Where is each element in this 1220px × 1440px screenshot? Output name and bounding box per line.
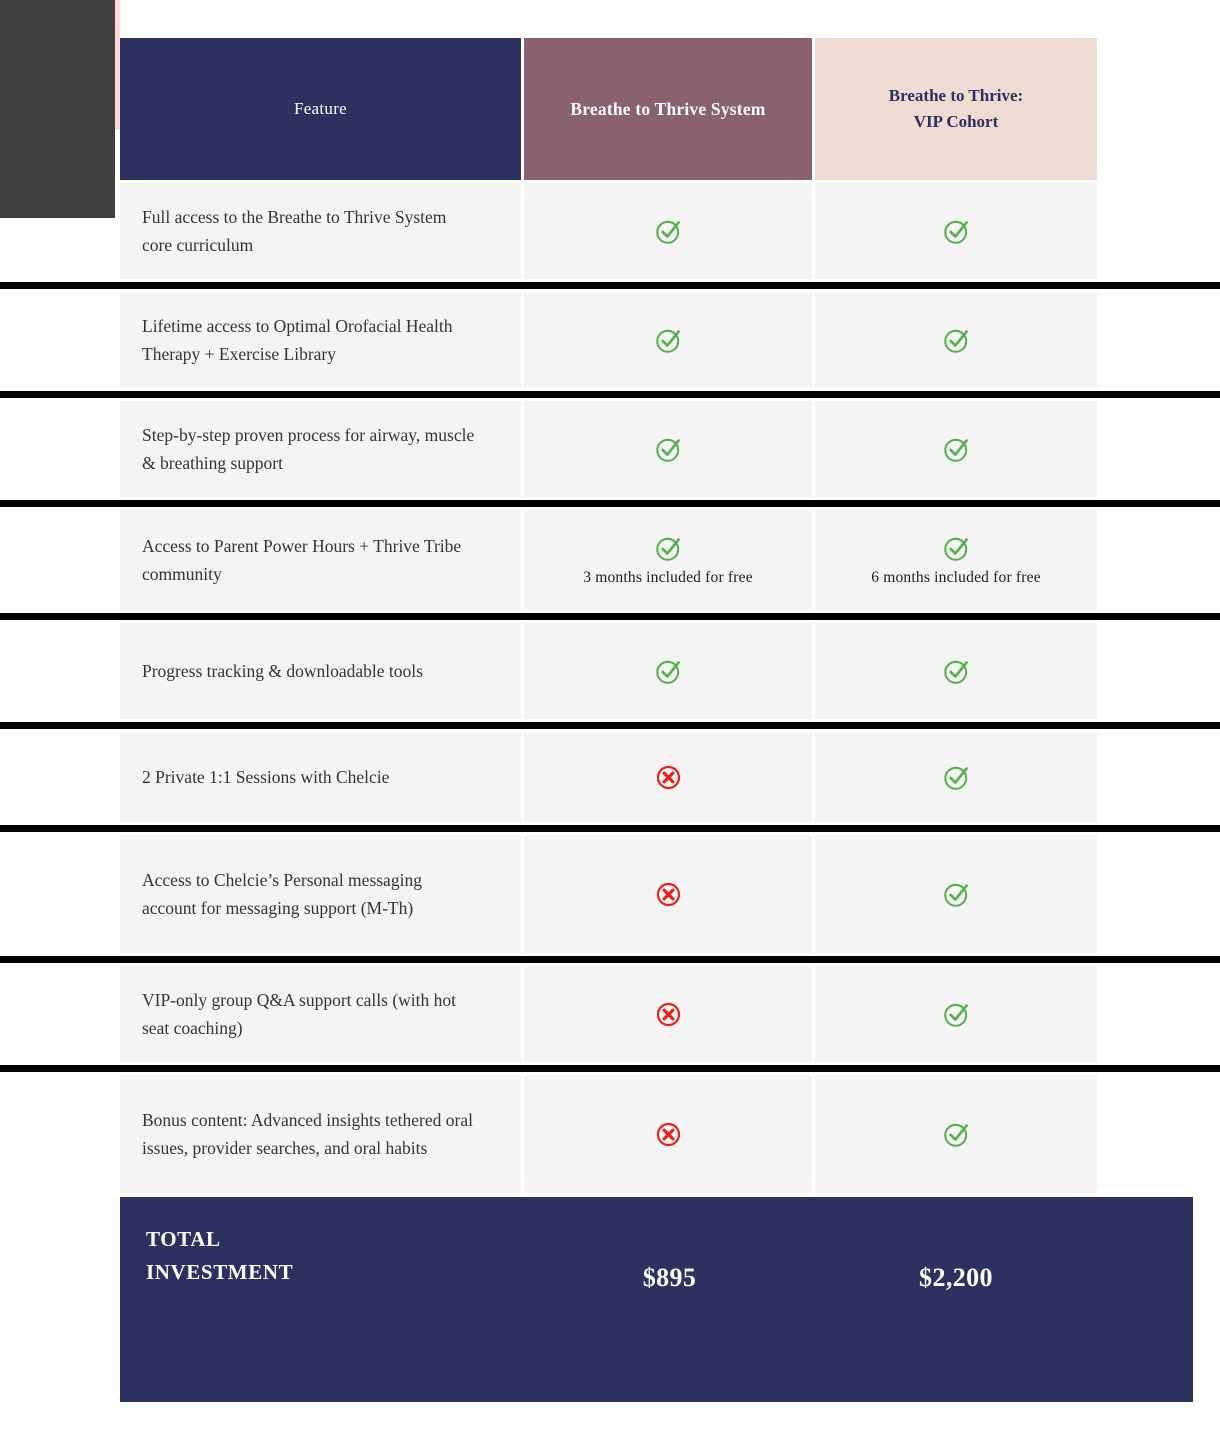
- feature-label: Progress tracking & downloadable tools: [120, 623, 521, 719]
- decor-bottom-gray-block: [0, 0, 115, 218]
- feature-label: VIP-only group Q&A support calls (with h…: [120, 966, 521, 1062]
- vip-cell: [815, 183, 1097, 279]
- check-icon: [653, 434, 684, 465]
- check-icon: [653, 533, 684, 564]
- row-separator: [0, 282, 1220, 289]
- table-row: Access to Parent Power Hours + Thrive Tr…: [120, 510, 1097, 610]
- check-icon: [941, 1119, 972, 1150]
- system-cell: 3 months included for free: [524, 510, 812, 610]
- comparison-table: Feature Breathe to Thrive System Breathe…: [0, 0, 1220, 1402]
- feature-label: 2 Private 1:1 Sessions with Chelcie: [120, 732, 521, 822]
- check-icon: [653, 656, 684, 687]
- feature-label: Access to Chelcie’s Personal messaging a…: [120, 835, 521, 953]
- cross-icon: [654, 1120, 683, 1149]
- table-header-row: Feature Breathe to Thrive System Breathe…: [120, 38, 1097, 180]
- cross-icon: [654, 880, 683, 909]
- table-row: Bonus content: Advanced insights tethere…: [120, 1075, 1097, 1193]
- check-icon: [941, 533, 972, 564]
- row-separator: [0, 1065, 1220, 1072]
- table-row: VIP-only group Q&A support calls (with h…: [120, 966, 1097, 1062]
- vip-price: $2,200: [919, 1263, 993, 1292]
- check-icon: [653, 216, 684, 247]
- total-investment-label: TOTAL INVESTMENT: [146, 1227, 294, 1284]
- cross-icon: [654, 1000, 683, 1029]
- table-row: Access to Chelcie’s Personal messaging a…: [120, 835, 1097, 953]
- system-price: $895: [642, 1263, 697, 1292]
- top-spacer: [0, 0, 1220, 38]
- feature-label: Full access to the Breathe to Thrive Sys…: [120, 183, 521, 279]
- check-icon: [941, 999, 972, 1030]
- check-icon: [941, 325, 972, 356]
- feature-label: Lifetime access to Optimal Orofacial Hea…: [120, 292, 521, 388]
- system-cell: [524, 1075, 812, 1193]
- vip-cell: [815, 401, 1097, 497]
- table-row: Progress tracking & downloadable tools: [120, 623, 1097, 719]
- column-header-feature: Feature: [120, 38, 521, 180]
- system-cell: [524, 732, 812, 822]
- vip-cell: [815, 623, 1097, 719]
- check-icon: [941, 216, 972, 247]
- system-note: 3 months included for free: [583, 569, 753, 586]
- check-icon: [941, 656, 972, 687]
- cross-icon: [654, 763, 683, 792]
- table-row: Full access to the Breathe to Thrive Sys…: [120, 183, 1097, 279]
- feature-label: Access to Parent Power Hours + Thrive Tr…: [120, 510, 521, 610]
- system-cell: [524, 183, 812, 279]
- row-separator: [0, 956, 1220, 963]
- check-icon: [941, 879, 972, 910]
- table-row: Step-by-step proven process for airway, …: [120, 401, 1097, 497]
- vip-cell: [815, 835, 1097, 953]
- vip-cell: 6 months included for free: [815, 510, 1097, 610]
- system-cell: [524, 401, 812, 497]
- check-icon: [941, 762, 972, 793]
- check-icon: [941, 434, 972, 465]
- vip-cell: [815, 1075, 1097, 1193]
- column-header-vip: Breathe to Thrive: VIP Cohort: [815, 38, 1097, 180]
- column-header-system: Breathe to Thrive System: [524, 38, 812, 180]
- row-separator: [0, 391, 1220, 398]
- vip-cell: [815, 732, 1097, 822]
- vip-cell: [815, 292, 1097, 388]
- system-cell: [524, 623, 812, 719]
- row-separator: [0, 500, 1220, 507]
- check-icon: [653, 325, 684, 356]
- system-cell: [524, 966, 812, 1062]
- row-separator: [0, 825, 1220, 832]
- table-row: Lifetime access to Optimal Orofacial Hea…: [120, 292, 1097, 388]
- vip-note: 6 months included for free: [871, 569, 1041, 586]
- table-row: 2 Private 1:1 Sessions with Chelcie: [120, 732, 1097, 822]
- system-cell: [524, 835, 812, 953]
- feature-label: Step-by-step proven process for airway, …: [120, 401, 521, 497]
- row-separator: [0, 613, 1220, 620]
- system-cell: [524, 292, 812, 388]
- total-investment-row: TOTAL INVESTMENT $895 $2,200: [120, 1197, 1193, 1402]
- feature-label: Bonus content: Advanced insights tethere…: [120, 1075, 521, 1193]
- row-separator: [0, 722, 1220, 729]
- vip-cell: [815, 966, 1097, 1062]
